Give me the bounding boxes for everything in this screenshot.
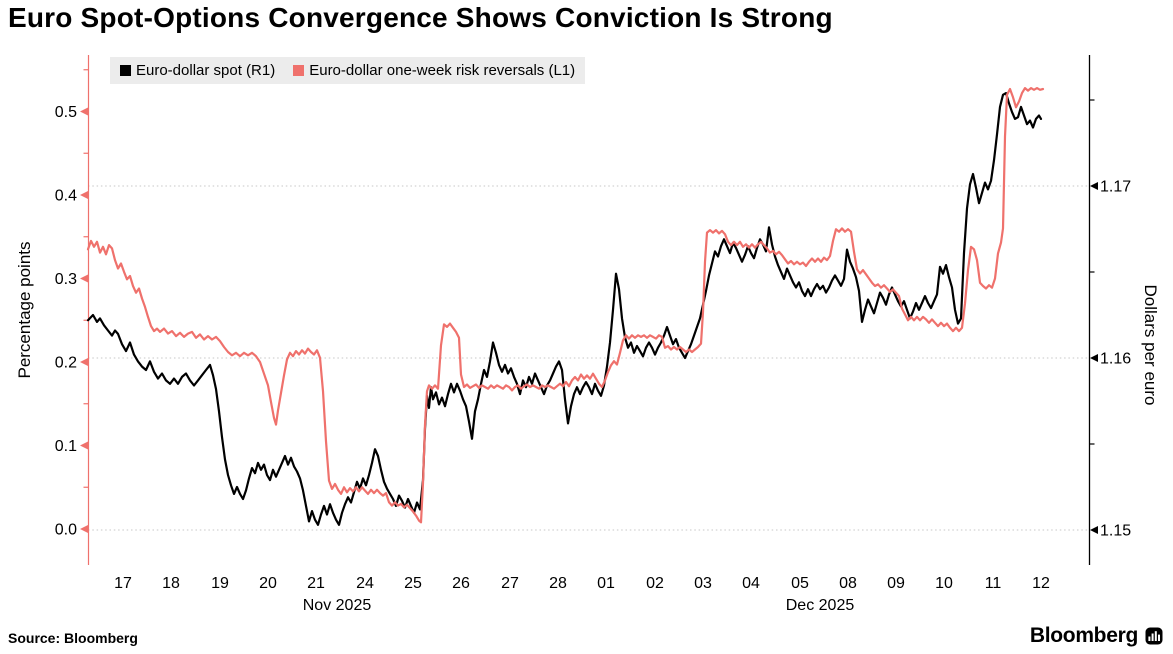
right-axis-title: Dollars per euro	[1141, 284, 1160, 406]
x-day-label: 19	[211, 575, 229, 592]
left-tick-label: 0.0	[55, 522, 77, 539]
x-day-label: 25	[404, 575, 422, 592]
spot-series-swatch-icon	[120, 65, 131, 76]
x-day-label: 27	[501, 575, 519, 592]
bar-chart-icon	[1145, 627, 1163, 645]
x-month-label: Nov 2025	[303, 597, 372, 614]
right-tick-label: 1.17	[1100, 179, 1131, 196]
risk-reversal-series-swatch-icon	[293, 65, 305, 76]
left-axis-title: Percentage points	[15, 241, 34, 379]
x-day-label: 18	[162, 575, 180, 592]
left-tick-label: 0.2	[55, 355, 77, 372]
x-month-label: Dec 2025	[786, 597, 855, 614]
x-day-label: 26	[452, 575, 470, 592]
x-day-label: 24	[356, 575, 374, 592]
x-day-label: 12	[1032, 575, 1050, 592]
series-line-spot	[86, 91, 1043, 526]
legend-item-spot: Euro-dollar spot (R1)	[120, 62, 275, 79]
x-day-label: 20	[259, 575, 277, 592]
series-line-risk-reversals	[86, 86, 1045, 524]
x-day-label: 21	[307, 575, 325, 592]
x-day-label: 10	[935, 575, 953, 592]
x-day-label: 17	[114, 575, 132, 592]
left-tick-label: 0.5	[55, 104, 77, 121]
left-tick-label: 0.4	[55, 188, 77, 205]
chart-title: Euro Spot-Options Convergence Shows Conv…	[8, 2, 833, 33]
x-day-label: 28	[549, 575, 567, 592]
gridlines	[88, 185, 1090, 531]
x-day-label: 11	[985, 575, 1002, 592]
left-axis: 0.5 0.4 0.3 0.2 0.1 0.0	[55, 55, 90, 565]
legend-label-risk-reversals: Euro-dollar one-week risk reversals (L1)	[309, 62, 576, 79]
legend-item-risk-reversals: Euro-dollar one-week risk reversals (L1)	[293, 62, 575, 79]
left-tick-label: 0.3	[55, 271, 77, 288]
bloomberg-wordmark: Bloomberg	[1029, 624, 1138, 647]
x-day-label: 08	[839, 575, 857, 592]
right-tick-label: 1.15	[1100, 523, 1131, 540]
bloomberg-brand: Bloomberg	[1030, 624, 1163, 648]
x-axis: 17 18 19 20 21 24 25 26 27 28 01 02 03 04 05 08 09 10 11 12…	[114, 575, 1050, 614]
right-axis: 1.17 1.16 1.15	[1088, 55, 1131, 565]
right-tick-label: 1.16	[1100, 351, 1131, 368]
x-day-label: 04	[742, 575, 760, 592]
source-note: Source: Bloomberg	[8, 630, 138, 646]
x-day-label: 05	[791, 575, 809, 592]
x-day-label: 03	[694, 575, 712, 592]
left-tick-label: 0.1	[55, 438, 77, 455]
legend-label-spot: Euro-dollar spot (R1)	[136, 62, 276, 79]
x-day-label: 01	[597, 575, 615, 592]
chart-legend: Euro-dollar spot (R1) Euro-dollar one-we…	[110, 57, 586, 84]
x-day-label: 09	[887, 575, 905, 592]
x-day-label: 02	[646, 575, 664, 592]
